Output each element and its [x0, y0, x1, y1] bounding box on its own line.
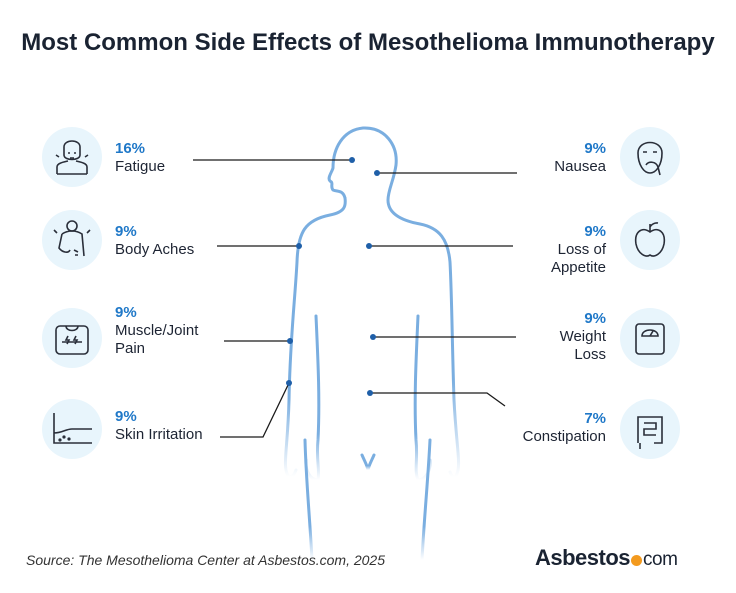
side-effect-constipation: 7% Constipation: [523, 410, 606, 446]
side-effect-nausea: 9% Nausea: [554, 140, 606, 176]
apple-icon: [620, 210, 680, 270]
side-effect-label: Body Aches: [115, 241, 195, 258]
nauseous-face-icon: [620, 127, 680, 187]
percent-value: 7%: [584, 410, 606, 427]
side-effect-skin-irritation: 9% Skin Irritation: [115, 408, 203, 444]
side-effect-muscle-joint-pain: 9% Muscle/Joint Pain: [115, 304, 220, 358]
percent-value: 9%: [115, 223, 137, 240]
connector-lines: [193, 159, 517, 438]
side-effect-loss-of-appetite: 9% Loss of Appetite: [526, 223, 606, 277]
logo-suffix: com: [643, 549, 678, 570]
side-effect-label: Weight Loss: [559, 328, 606, 363]
back-pain-icon: [42, 210, 102, 270]
percent-value: 9%: [584, 223, 606, 240]
side-effect-label: Fatigue: [115, 158, 166, 175]
source-citation: Source: The Mesothelioma Center at Asbes…: [26, 552, 385, 568]
percent-value: 9%: [115, 304, 137, 321]
body-markers: [286, 157, 380, 396]
muscle-pain-icon: [42, 308, 102, 368]
percent-value: 9%: [584, 310, 606, 327]
side-effect-label: Muscle/Joint Pain: [115, 322, 199, 357]
side-effect-label: Skin Irritation: [115, 426, 203, 443]
side-effect-label: Loss of Appetite: [550, 241, 606, 276]
percent-value: 9%: [584, 140, 606, 157]
side-effect-label: Nausea: [554, 158, 606, 175]
side-effect-label: Constipation: [522, 428, 606, 445]
tired-person-icon: [42, 127, 102, 187]
side-effect-body-aches: 9% Body Aches: [115, 223, 194, 259]
side-effect-weight-loss: 9% Weight Loss: [546, 310, 606, 364]
intestines-icon: [620, 399, 680, 459]
logo-name: Asbestos: [535, 545, 631, 570]
page-title: Most Common Side Effects of Mesothelioma…: [21, 29, 715, 56]
side-effect-fatigue: 16% Fatigue: [115, 140, 165, 176]
body-outline: [283, 126, 461, 562]
asbestos-logo: Asbestos com: [535, 545, 678, 571]
scale-icon: [620, 308, 680, 368]
percent-value: 16%: [115, 140, 146, 157]
skin-rash-icon: [42, 399, 102, 459]
percent-value: 9%: [115, 408, 137, 425]
logo-dot-icon: [631, 555, 643, 566]
